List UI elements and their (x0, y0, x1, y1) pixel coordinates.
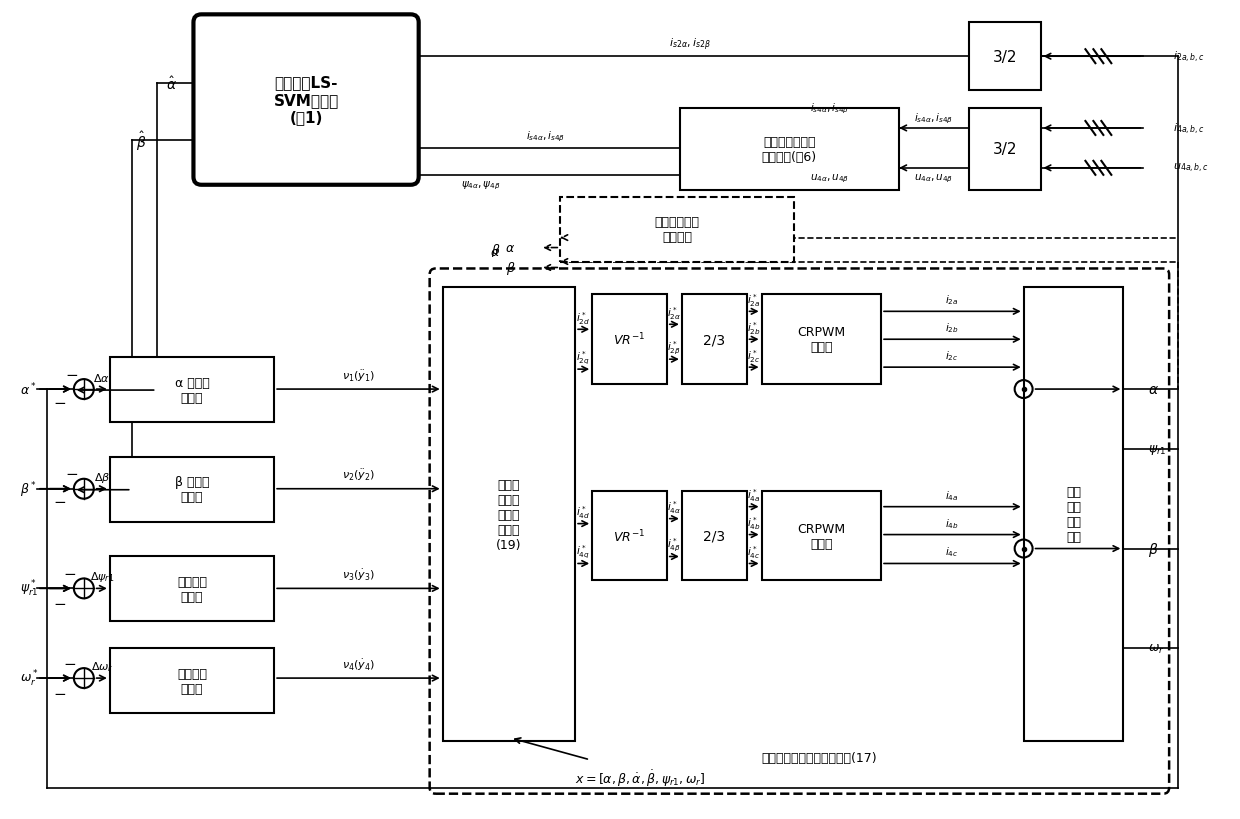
Bar (591, 491, 667, 581)
Text: $\nu_4(\dot{y}_4)$: $\nu_4(\dot{y}_4)$ (342, 657, 376, 672)
Text: $\Delta\omega_r$: $\Delta\omega_r$ (91, 659, 113, 673)
Text: $i_{2\beta}^*$: $i_{2\beta}^*$ (667, 339, 681, 356)
Text: $\Delta\alpha$: $\Delta\alpha$ (93, 372, 110, 383)
Text: CRPWM
逆变器: CRPWM 逆变器 (797, 522, 846, 550)
Text: $\hat{\beta}$: $\hat{\beta}$ (136, 129, 146, 152)
Text: −: − (53, 686, 66, 701)
Bar (1024, 288, 1123, 741)
Text: $u_{4a,b,c}$: $u_{4a,b,c}$ (1173, 162, 1209, 175)
Text: $i_{2b}$: $i_{2b}$ (945, 321, 959, 335)
Text: $i_{s4\alpha},i_{s4\beta}$: $i_{s4\alpha},i_{s4\beta}$ (526, 129, 565, 144)
Text: $i_{2a}^*$: $i_{2a}^*$ (746, 292, 760, 309)
Text: $i_{4q}^*$: $i_{4q}^*$ (577, 543, 590, 560)
Text: $\nu_1(\ddot{y}_1)$: $\nu_1(\ddot{y}_1)$ (342, 368, 376, 383)
Text: $u_{4\alpha},u_{4\beta}$: $u_{4\alpha},u_{4\beta}$ (810, 172, 849, 185)
Bar (109, 557, 274, 622)
Text: $\hat{\alpha}$: $\hat{\alpha}$ (166, 75, 176, 93)
Text: $i_{4b}$: $i_{4b}$ (945, 516, 959, 530)
Bar (443, 288, 575, 741)
Text: $i_{2b}^*$: $i_{2b}^*$ (746, 319, 760, 337)
Text: $\Delta\beta$: $\Delta\beta$ (93, 470, 110, 484)
Text: $VR^{-1}$: $VR^{-1}$ (614, 527, 646, 544)
Text: β 向位移
调节器: β 向位移 调节器 (175, 476, 210, 504)
Text: $i_{4a}^*$: $i_{4a}^*$ (746, 486, 760, 504)
Text: $i_{4a}$: $i_{4a}$ (945, 488, 959, 502)
Text: −: − (53, 395, 66, 410)
Text: CRPWM
逆变器: CRPWM 逆变器 (797, 326, 846, 354)
Text: −: − (53, 596, 66, 611)
Text: $i_{s4\alpha},i_{s4\beta}$: $i_{s4\alpha},i_{s4\beta}$ (810, 102, 849, 116)
Text: $i_{4a,b,c}$: $i_{4a,b,c}$ (1173, 121, 1205, 136)
Text: 电机转速
调节器: 电机转速 调节器 (177, 667, 207, 695)
Bar (761, 295, 882, 385)
Text: $i_{2a}$: $i_{2a}$ (945, 293, 959, 307)
Text: −: − (66, 467, 78, 482)
Bar (682, 295, 746, 385)
Text: $i_{4b}^*$: $i_{4b}^*$ (746, 514, 760, 532)
Text: $\alpha^*$: $\alpha^*$ (20, 382, 37, 398)
Text: 3/2: 3/2 (992, 50, 1017, 65)
Bar (680, 109, 899, 191)
Text: $\beta$: $\beta$ (491, 242, 501, 259)
Text: $i_{4c}^*$: $i_{4c}^*$ (746, 544, 760, 560)
Text: $i_{2a,b,c}$: $i_{2a,b,c}$ (1173, 50, 1205, 65)
Text: 机械式径向位
移传感器: 机械式径向位 移传感器 (655, 216, 699, 244)
Text: 2/3: 2/3 (703, 529, 725, 543)
Text: α 向位移
调节器: α 向位移 调节器 (175, 376, 210, 404)
Text: $i_{2q}^*$: $i_{2q}^*$ (577, 349, 590, 366)
Text: $\alpha$: $\alpha$ (1148, 382, 1159, 396)
Text: $\omega_r^*$: $\omega_r^*$ (20, 668, 38, 688)
Text: $i_{2c}^*$: $i_{2c}^*$ (746, 347, 760, 364)
Text: 转子磁链
调节器: 转子磁链 调节器 (177, 575, 207, 603)
Bar (109, 649, 274, 713)
Text: $i_{2\alpha}^*$: $i_{2\alpha}^*$ (667, 305, 681, 321)
Text: 转矩绕组定子磁
链观测器(式6): 转矩绕组定子磁 链观测器(式6) (761, 136, 817, 164)
Text: $\alpha$: $\alpha$ (505, 242, 516, 255)
Text: −: − (63, 566, 76, 581)
Bar (109, 358, 274, 423)
Text: $u_{4\alpha},u_{4\beta}$: $u_{4\alpha},u_{4\beta}$ (914, 172, 954, 185)
Text: $\nu_2(\ddot{y}_2)$: $\nu_2(\ddot{y}_2)$ (342, 468, 376, 483)
Text: $\alpha$: $\alpha$ (490, 246, 501, 259)
Text: $i_{2d}^*$: $i_{2d}^*$ (577, 310, 590, 326)
Text: 无轴承异步电机原系统模型(17): 无轴承异步电机原系统模型(17) (761, 751, 877, 764)
Text: $\beta$: $\beta$ (1148, 540, 1158, 558)
Text: $\psi_{4\alpha},\psi_{4\beta}$: $\psi_{4\alpha},\psi_{4\beta}$ (460, 179, 501, 192)
Text: 3/2: 3/2 (992, 143, 1017, 157)
Text: $i_{4c}$: $i_{4c}$ (945, 545, 959, 559)
Text: $i_{2c}$: $i_{2c}$ (945, 349, 959, 363)
Text: −: − (66, 367, 78, 382)
Text: $i_{s2\alpha},i_{s2\beta}$: $i_{s2\alpha},i_{s2\beta}$ (668, 37, 711, 53)
Text: $\Delta\psi_{r1}$: $\Delta\psi_{r1}$ (89, 570, 114, 584)
Bar (109, 457, 274, 522)
Text: 径向位移LS-
SVM估计器
(图1): 径向位移LS- SVM估计器 (图1) (274, 75, 339, 125)
Text: $i_{4\alpha}^*$: $i_{4\alpha}^*$ (667, 499, 681, 515)
Text: 无轴承
异步电
机逆系
统模型
(19): 无轴承 异步电 机逆系 统模型 (19) (496, 478, 522, 551)
Bar (591, 295, 667, 385)
Text: 无轴
承异
步电
动机: 无轴 承异 步电 动机 (1066, 486, 1081, 544)
Text: $i_{4d}^*$: $i_{4d}^*$ (577, 504, 590, 520)
Bar (761, 491, 882, 581)
Text: $\psi_{r1}$: $\psi_{r1}$ (1148, 442, 1167, 456)
Bar (682, 491, 746, 581)
Bar (560, 197, 795, 262)
Text: $\nu_3(\dot{y}_3)$: $\nu_3(\dot{y}_3)$ (342, 567, 376, 582)
Text: $VR^{-1}$: $VR^{-1}$ (614, 332, 646, 348)
Text: $i_{4\beta}^*$: $i_{4\beta}^*$ (667, 536, 681, 554)
Text: −: − (63, 656, 76, 671)
Text: $\beta^*$: $\beta^*$ (20, 479, 37, 499)
Text: $x=[\alpha,\beta,\dot{\alpha},\dot{\beta},\psi_{r1},\omega_r]$: $x=[\alpha,\beta,\dot{\alpha},\dot{\beta… (574, 767, 706, 788)
Text: $\psi_{r1}^*$: $\psi_{r1}^*$ (20, 579, 38, 599)
FancyBboxPatch shape (193, 16, 419, 186)
Text: $\beta$: $\beta$ (506, 260, 516, 277)
Bar (968, 23, 1040, 91)
Text: 2/3: 2/3 (703, 333, 725, 346)
Bar (968, 109, 1040, 191)
Text: $i_{s4\alpha},i_{s4\beta}$: $i_{s4\alpha},i_{s4\beta}$ (914, 111, 954, 126)
Text: $\omega_r$: $\omega_r$ (1148, 642, 1164, 655)
Text: −: − (53, 495, 66, 509)
